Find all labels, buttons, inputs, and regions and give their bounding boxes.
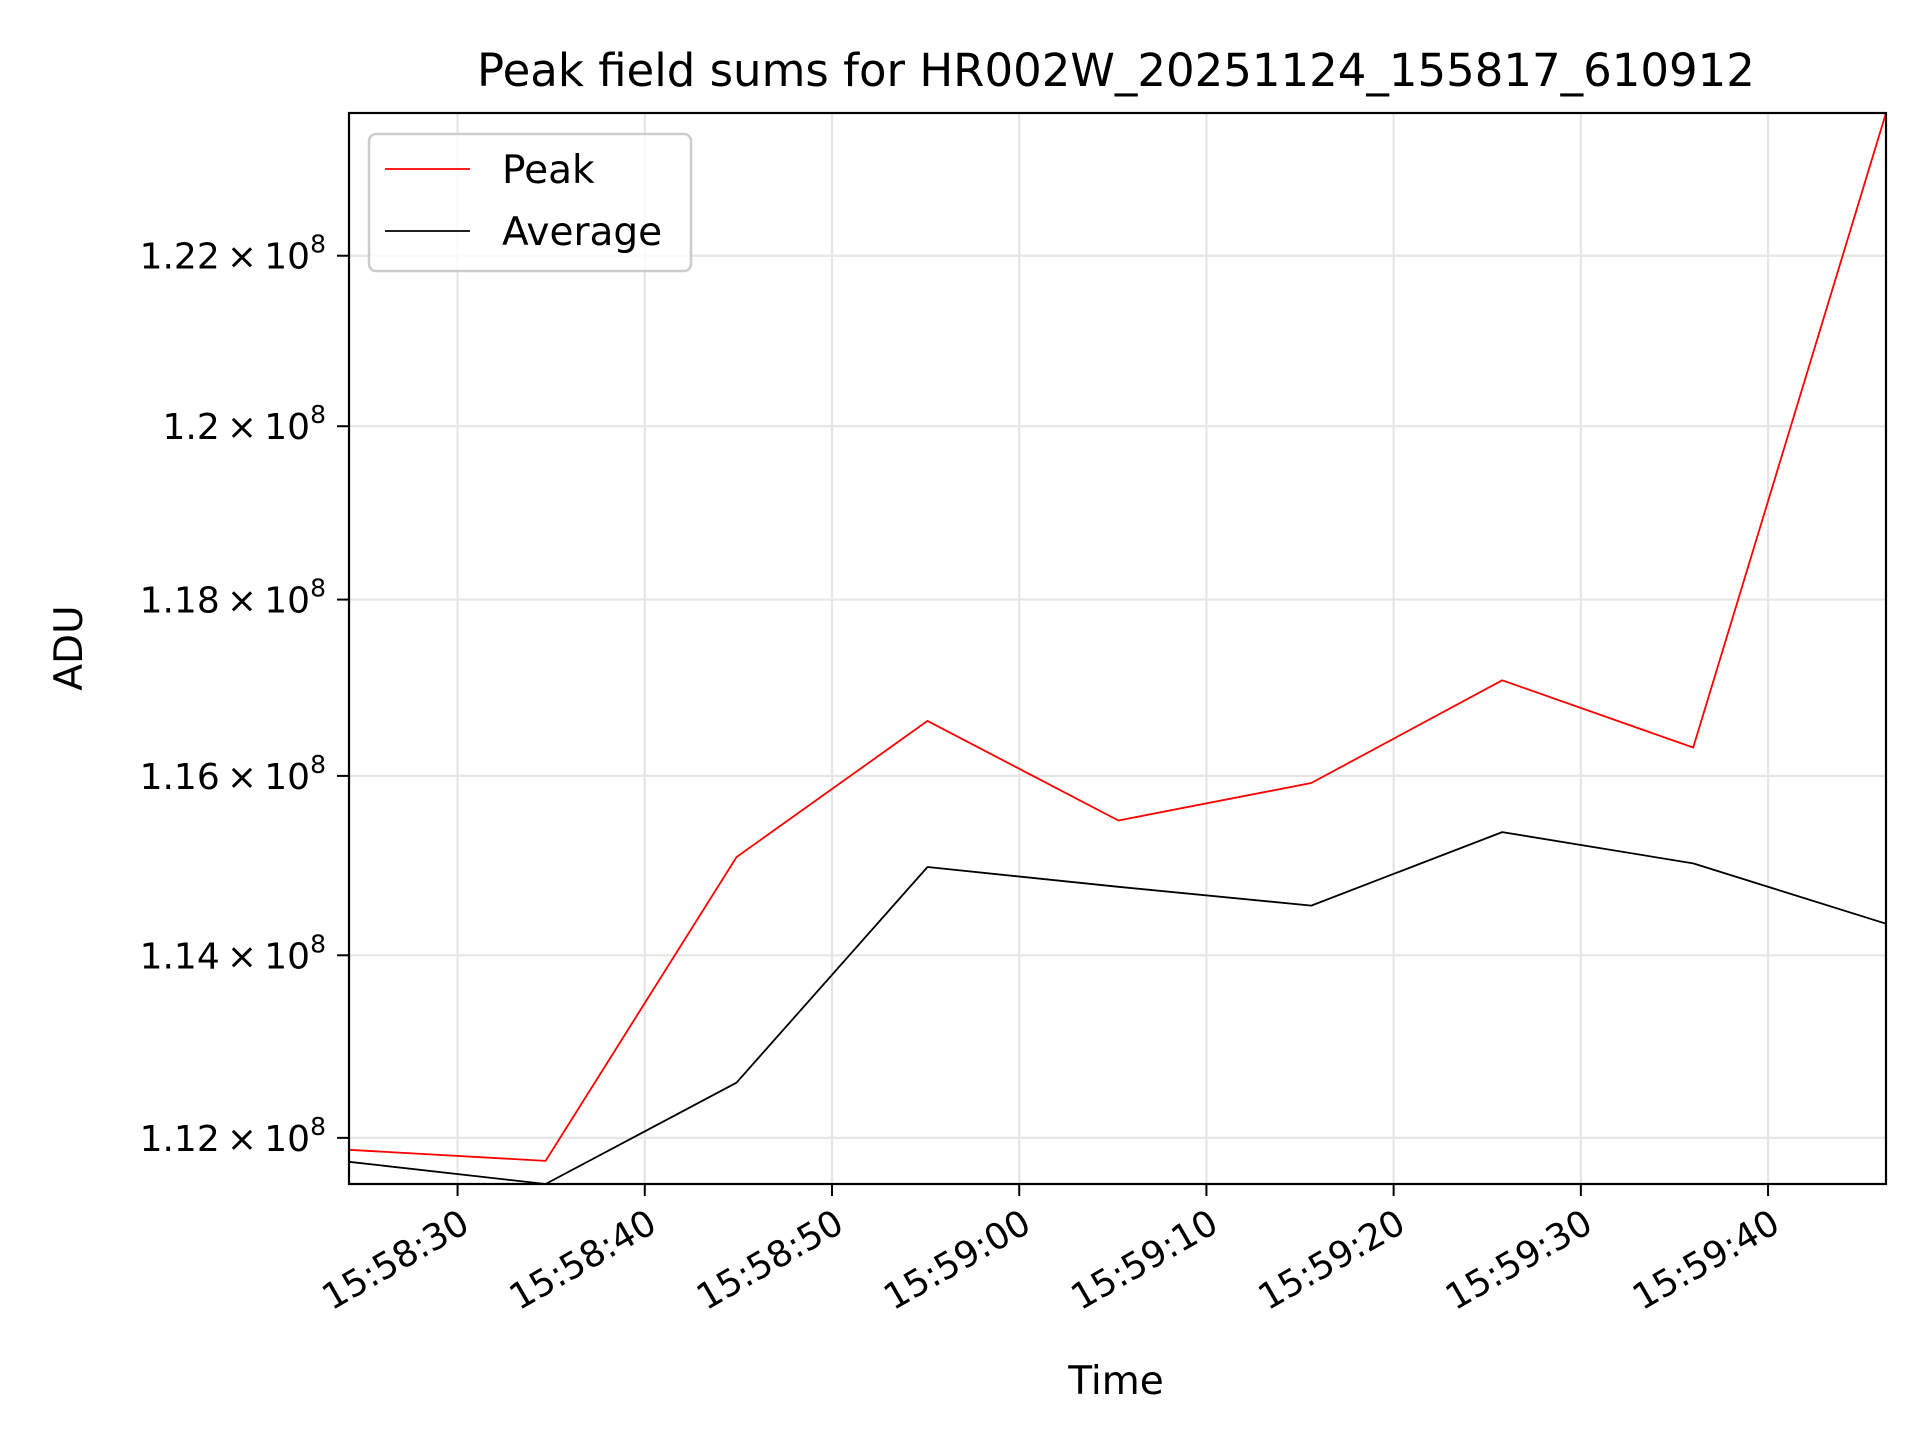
y-tick-mantissa: 1.2 <box>162 407 219 448</box>
y-axis: 1.12 × 108 1.14 × 108 1.16 × 108 1.18 × 108… <box>140 230 349 1160</box>
x-axis-label: Time <box>1067 1359 1163 1404</box>
legend-peak-label: Peak <box>502 148 595 193</box>
grid <box>349 113 1886 1184</box>
y-tick-exponent: 8 <box>310 230 326 259</box>
y-tick-label: 1.22 × 108 <box>140 230 326 278</box>
y-tick-mantissa: 1.18 <box>140 581 220 622</box>
series-line-average[interactable] <box>348 831 1887 1185</box>
y-tick-label: 1.12 × 108 <box>140 1112 326 1160</box>
y-tick-mantissa: 1.14 <box>140 936 220 977</box>
y-tick-label: 1.2 × 108 <box>162 400 326 448</box>
legend-average-label: Average <box>502 210 662 255</box>
plot-frame <box>347 111 1888 1186</box>
y-tick-exponent: 8 <box>310 400 326 429</box>
y-tick-exponent: 8 <box>310 750 326 779</box>
y-tick-label: 1.16 × 108 <box>140 750 326 798</box>
plot-area <box>348 112 1887 1185</box>
y-tick-label: 1.18 × 108 <box>140 574 326 622</box>
series-line-peak[interactable] <box>348 112 1887 1162</box>
y-tick-mantissa: 1.16 <box>140 757 220 798</box>
y-tick-mantissa: 1.12 <box>140 1119 220 1160</box>
y-tick-exponent: 8 <box>310 1112 326 1141</box>
y-axis-label: ADU <box>47 605 92 690</box>
y-tick-exponent: 8 <box>310 929 326 958</box>
y-tick-label: 1.14 × 108 <box>140 929 326 977</box>
y-tick-mantissa: 1.22 <box>140 237 220 278</box>
legend[interactable]: Peak Average <box>367 132 693 273</box>
y-tick-exponent: 8 <box>310 574 326 603</box>
chart-title: Peak field sums for HR002W_20251124_1558… <box>477 44 1755 97</box>
